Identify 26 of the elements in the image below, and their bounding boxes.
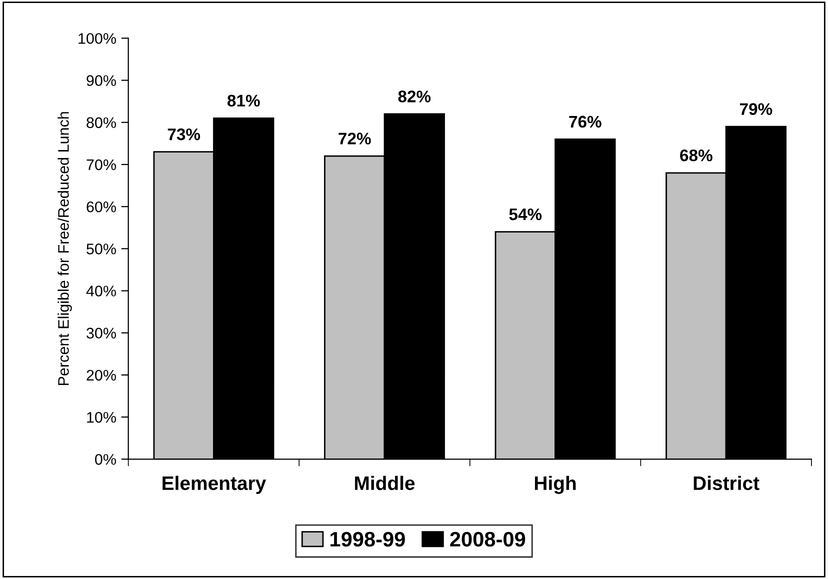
data-label: 68%: [680, 149, 712, 162]
data-label: 81%: [227, 94, 260, 107]
x-tick-label: Middle: [355, 476, 415, 490]
data-label: 72%: [338, 132, 371, 144]
data-label: 79%: [740, 103, 772, 115]
y-tick-label: 30%: [86, 328, 116, 339]
x-tick-label: Elementary: [162, 476, 266, 494]
legend-label: 1998-99: [330, 532, 405, 547]
y-tick-label: 40%: [86, 286, 116, 296]
data-label: 82%: [398, 90, 431, 102]
data-label: 73%: [168, 128, 200, 140]
y-tick-label: 90%: [86, 75, 116, 86]
y-tick-label: 60%: [86, 201, 116, 212]
data-label: 54%: [509, 208, 542, 220]
y-tick-label: 80%: [86, 117, 116, 128]
legend-label: 2008-09: [450, 532, 526, 547]
y-tick-label: 10%: [87, 412, 116, 423]
x-tick-label: High: [534, 476, 576, 494]
data-label: 76%: [569, 116, 602, 128]
y-tick-label: 70%: [86, 159, 116, 170]
y-tick-label: 50%: [86, 244, 116, 254]
y-tick-label: 0%: [95, 454, 116, 465]
y-axis-title: Percent Eligible for Free/Reduced Lunch: [58, 112, 72, 385]
y-tick-label: 100%: [78, 33, 116, 44]
y-tick-label: 20%: [86, 370, 116, 381]
x-tick-label: District: [694, 476, 760, 490]
